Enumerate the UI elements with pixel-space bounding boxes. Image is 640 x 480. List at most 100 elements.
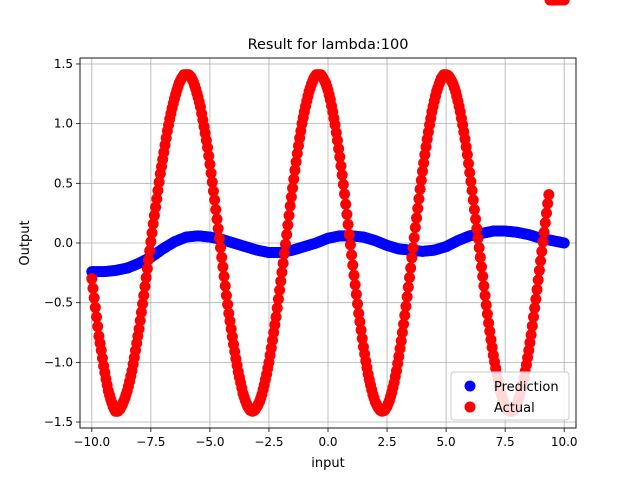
actual-point: [341, 208, 353, 220]
actual-point: [340, 198, 352, 210]
actual-point: [474, 251, 486, 263]
actual-point: [538, 226, 550, 238]
actual-point: [402, 281, 414, 293]
actual-point: [403, 272, 415, 284]
actual-point: [342, 219, 354, 230]
legend-label-prediction: Prediction: [494, 380, 559, 395]
actual-point: [335, 160, 347, 172]
actual-point: [279, 238, 291, 250]
legend-label-actual: Actual: [494, 401, 535, 416]
legend-box: [450, 371, 570, 421]
actual-point: [413, 193, 425, 205]
legend-marker-prediction: [464, 380, 476, 392]
actual-point: [415, 174, 427, 186]
actual-point: [483, 317, 495, 329]
actual-point: [133, 323, 145, 335]
actual-point: [339, 188, 351, 200]
actual-point: [274, 284, 286, 296]
actual-point: [465, 176, 477, 188]
actual-point: [217, 261, 229, 273]
actual-point: [216, 251, 228, 263]
actual-point: [145, 236, 157, 248]
actual-point: [542, 198, 554, 210]
actual-point: [529, 302, 541, 314]
actual-point: [405, 262, 417, 274]
actual-point: [412, 202, 424, 214]
actual-point: [284, 200, 296, 212]
actual-point: [147, 218, 159, 230]
actual-point: [533, 264, 545, 276]
actual-point: [289, 164, 301, 176]
actual-point: [148, 210, 160, 222]
actual-point: [473, 242, 485, 254]
actual-point: [407, 242, 419, 254]
actual-point: [135, 306, 147, 318]
actual-point: [344, 239, 356, 251]
actual-point: [152, 184, 164, 196]
x-tick-label: 0.0: [318, 435, 337, 449]
actual-point: [220, 290, 232, 302]
actual-point: [416, 165, 428, 177]
actual-point: [290, 156, 302, 168]
actual-point: [87, 282, 99, 294]
actual-point: [271, 302, 283, 314]
actual-point: [409, 221, 421, 233]
actual-point: [353, 307, 365, 319]
actual-point: [398, 318, 410, 330]
actual-point: [464, 167, 476, 179]
chart-title: Result for lambda:100: [248, 37, 409, 53]
actual-point: [476, 261, 488, 273]
actual-point: [215, 242, 227, 254]
actual-point: [270, 311, 282, 323]
actual-point: [141, 263, 153, 275]
y-tick-label: 0.0: [54, 236, 73, 250]
x-tick-label: −7.5: [136, 435, 165, 449]
actual-point: [139, 281, 151, 293]
actual-point: [285, 191, 297, 203]
actual-point: [143, 254, 154, 266]
actual-point: [354, 316, 366, 328]
actual-point: [206, 176, 218, 188]
actual-point: [92, 321, 104, 333]
actual-point: [558, 0, 570, 6]
actual-point: [352, 298, 364, 310]
actual-point: [288, 173, 300, 185]
actual-point: [281, 229, 293, 241]
actual-point: [531, 284, 543, 296]
actual-point: [138, 290, 150, 302]
actual-point: [146, 227, 158, 239]
actual-point: [140, 272, 152, 284]
y-tick-label: −1.5: [44, 415, 73, 429]
actual-point: [463, 158, 475, 170]
x-tick-label: −10.0: [73, 435, 110, 449]
actual-point: [408, 232, 420, 244]
x-tick-label: 7.5: [496, 435, 515, 449]
actual-point: [479, 290, 491, 302]
actual-point: [278, 248, 290, 260]
actual-point: [144, 245, 156, 257]
actual-point: [543, 189, 555, 201]
actual-point: [151, 193, 163, 205]
actual-point: [134, 315, 146, 327]
actual-point: [461, 149, 473, 161]
actual-point: [472, 232, 484, 244]
actual-point: [484, 325, 496, 337]
actual-point: [395, 335, 407, 347]
actual-point: [205, 167, 217, 179]
actual-point: [282, 219, 294, 231]
actual-point: [481, 308, 493, 320]
actual-point: [466, 184, 478, 196]
actual-point: [537, 236, 549, 248]
actual-point: [275, 275, 287, 287]
actual-point: [203, 150, 215, 162]
y-axis-label: Output: [18, 220, 33, 265]
y-tick-label: 1.0: [54, 117, 73, 131]
x-tick-label: 10.0: [551, 435, 578, 449]
actual-point: [91, 311, 103, 323]
actual-point: [333, 143, 345, 155]
actual-point: [331, 134, 343, 146]
x-tick-label: 5.0: [437, 435, 456, 449]
actual-point: [346, 249, 358, 261]
actual-point: [219, 280, 231, 292]
